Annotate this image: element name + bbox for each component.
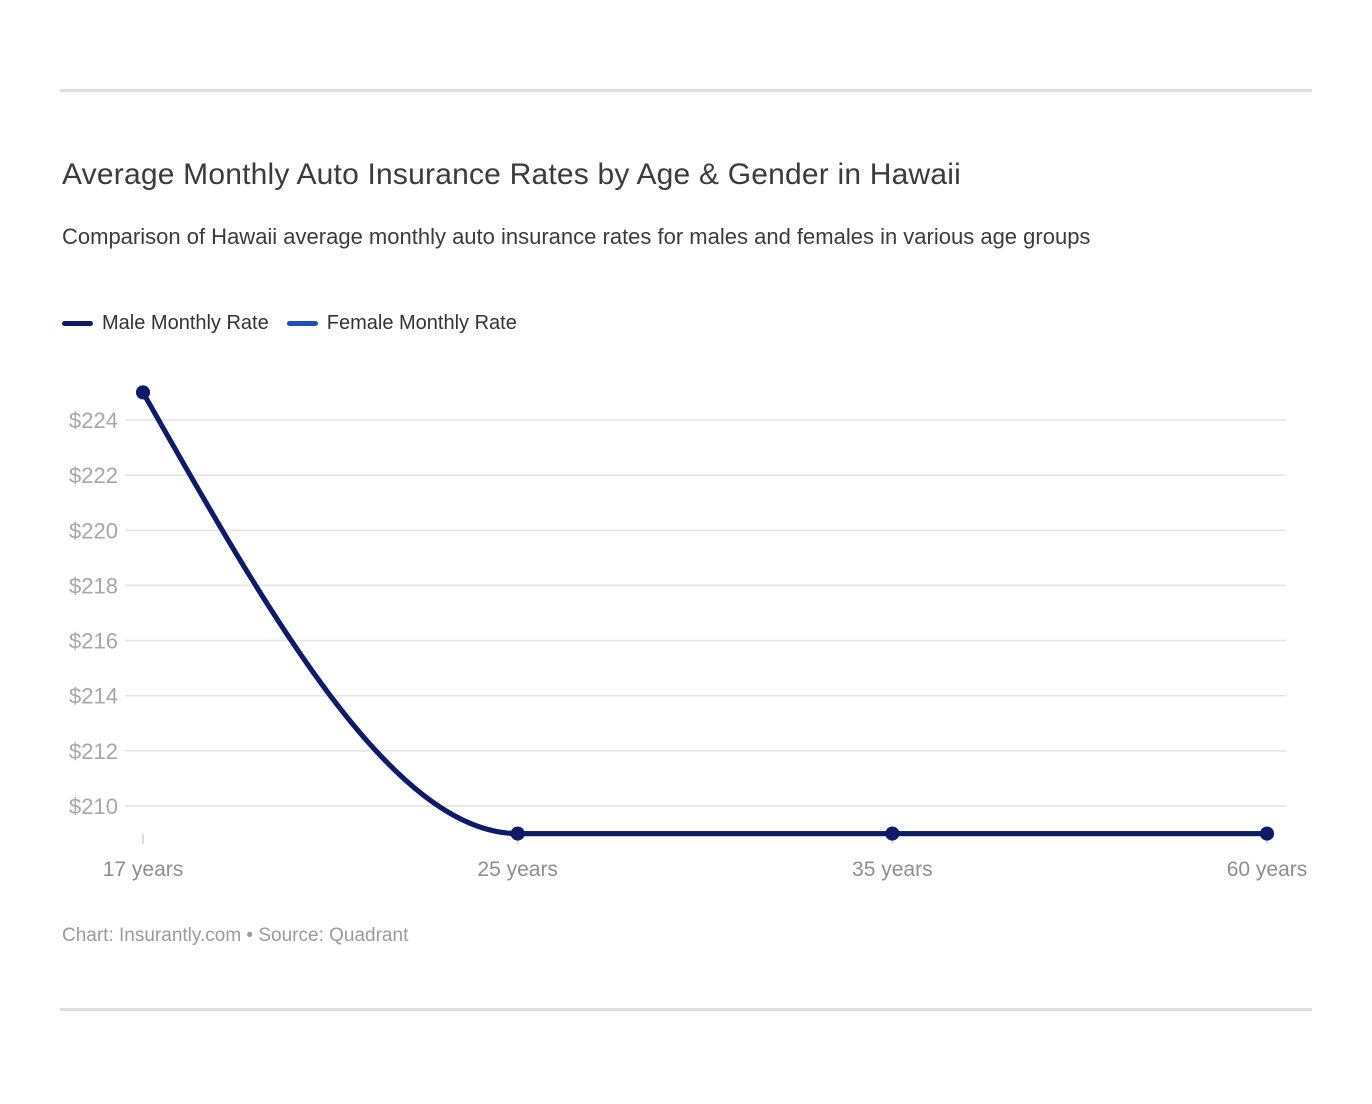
chart-subtitle: Comparison of Hawaii average monthly aut… [62, 224, 1091, 249]
male-monthly-rate-point-17-years [136, 385, 150, 400]
y-axis-label: $214 [69, 684, 118, 709]
female-series-swatch-icon [286, 321, 318, 326]
y-axis-label: $216 [69, 629, 118, 654]
y-axis-label: $224 [69, 408, 118, 433]
x-axis-label: 25 years [477, 858, 558, 881]
male-legend-label: Male Monthly Rate [102, 312, 269, 334]
male-monthly-rate-point-60-years [1260, 826, 1274, 841]
y-axis-label: $212 [69, 739, 118, 764]
male-series-swatch-icon [62, 321, 93, 326]
legend: Male Monthly Rate Female Monthly Rate [62, 312, 517, 335]
top-divider [60, 89, 1312, 92]
legend-item-male: Male Monthly Rate [62, 312, 269, 335]
y-axis-label: $222 [69, 463, 118, 488]
chart-credit: Chart: Insurantly.com • Source: Quadrant [62, 925, 409, 946]
y-axis-label: $218 [69, 573, 118, 598]
female-legend-label: Female Monthly Rate [326, 312, 517, 334]
x-axis-label: 17 years [103, 858, 184, 881]
bottom-divider [60, 1008, 1312, 1011]
y-axis-label: $220 [69, 518, 118, 543]
x-axis-label: 60 years [1227, 858, 1308, 881]
chart-svg: $224 $222 $220 $218 $216 $214 $212 $210 17 years… [69, 385, 1308, 881]
male-monthly-rate-line [140, 389, 1270, 837]
female-monthly-rate-line [140, 389, 1270, 837]
legend-item-female: Female Monthly Rate [286, 312, 517, 335]
male-monthly-rate-point-25-years [510, 826, 525, 841]
chart-title: Average Monthly Auto Insurance Rates by … [62, 158, 962, 191]
male-monthly-rate-point-35-years [885, 826, 900, 841]
x-axis-label: 35 years [852, 858, 933, 881]
y-axis-label: $210 [69, 794, 118, 819]
